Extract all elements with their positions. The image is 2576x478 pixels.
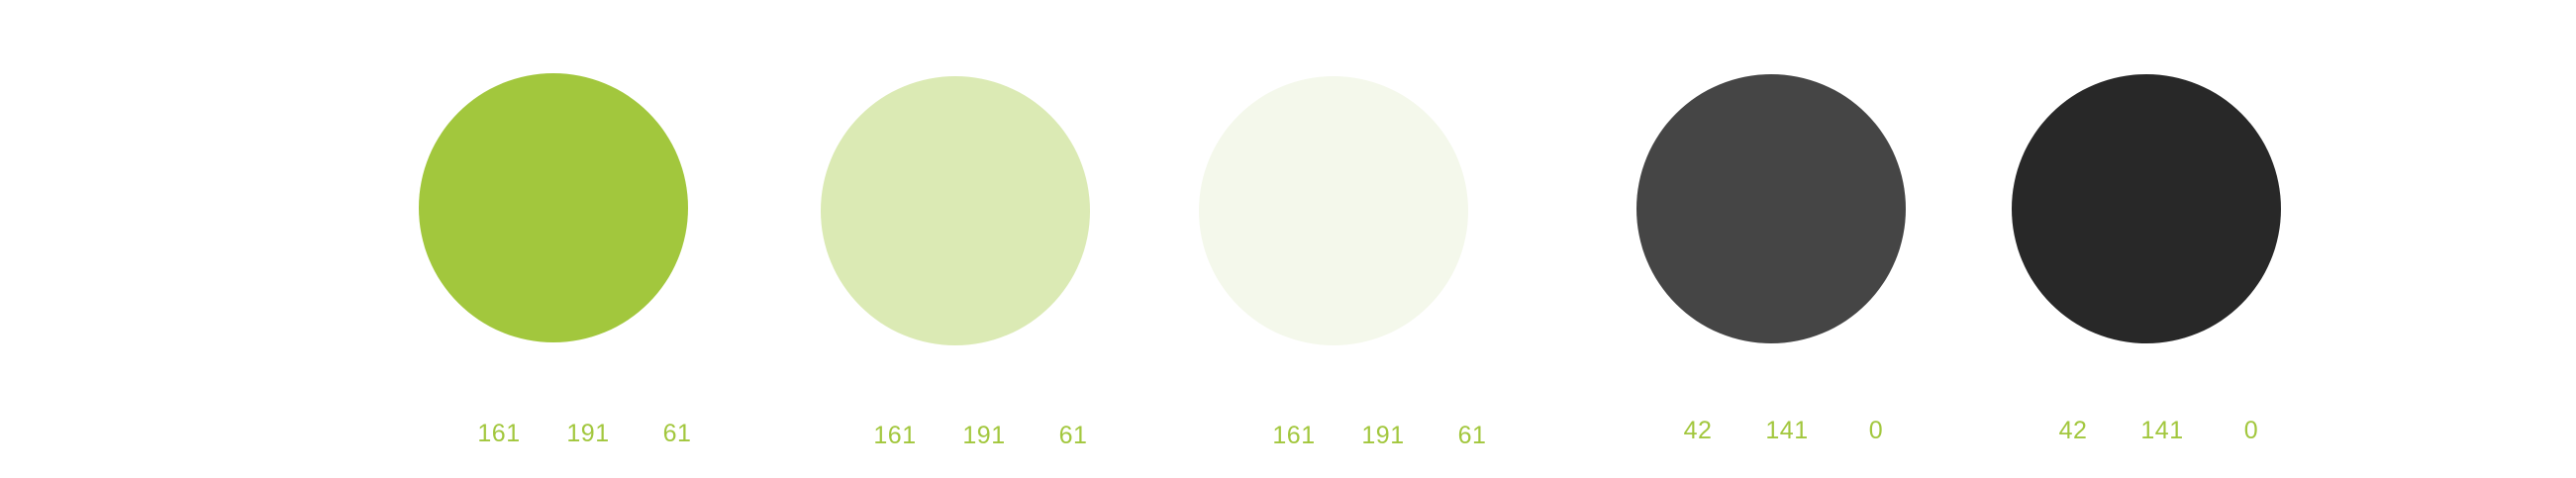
swatch-value: 191	[962, 422, 1006, 449]
swatch-values-4: 42 141 0	[1609, 416, 1965, 445]
swatch-value: 161	[1272, 422, 1316, 449]
swatch-values-1: 161 191 61	[410, 419, 766, 448]
swatch-circle-5	[2012, 74, 2281, 343]
swatch-value: 42	[2058, 417, 2088, 444]
swatch-value: 61	[1058, 422, 1088, 449]
swatch-values-3: 161 191 61	[1205, 421, 1561, 450]
swatch-value: 42	[1683, 417, 1713, 444]
swatch-value: 161	[477, 420, 521, 447]
swatch-value: 61	[1457, 422, 1487, 449]
swatch-circle-3	[1199, 76, 1468, 345]
swatch-value: 191	[1361, 422, 1405, 449]
swatch-value: 161	[873, 422, 917, 449]
swatch-values-5: 42 141 0	[1984, 416, 2340, 445]
swatch-value: 191	[566, 420, 610, 447]
swatch-circle-4	[1636, 74, 1906, 343]
swatch-value: 0	[2243, 417, 2259, 444]
swatch-circle-1	[419, 73, 688, 342]
swatch-value: 141	[1765, 417, 1809, 444]
swatch-values-2: 161 191 61	[806, 421, 1162, 450]
swatch-circle-2	[821, 76, 1090, 345]
swatch-value: 0	[1868, 417, 1884, 444]
swatch-value: 61	[662, 420, 692, 447]
swatch-value: 141	[2140, 417, 2184, 444]
